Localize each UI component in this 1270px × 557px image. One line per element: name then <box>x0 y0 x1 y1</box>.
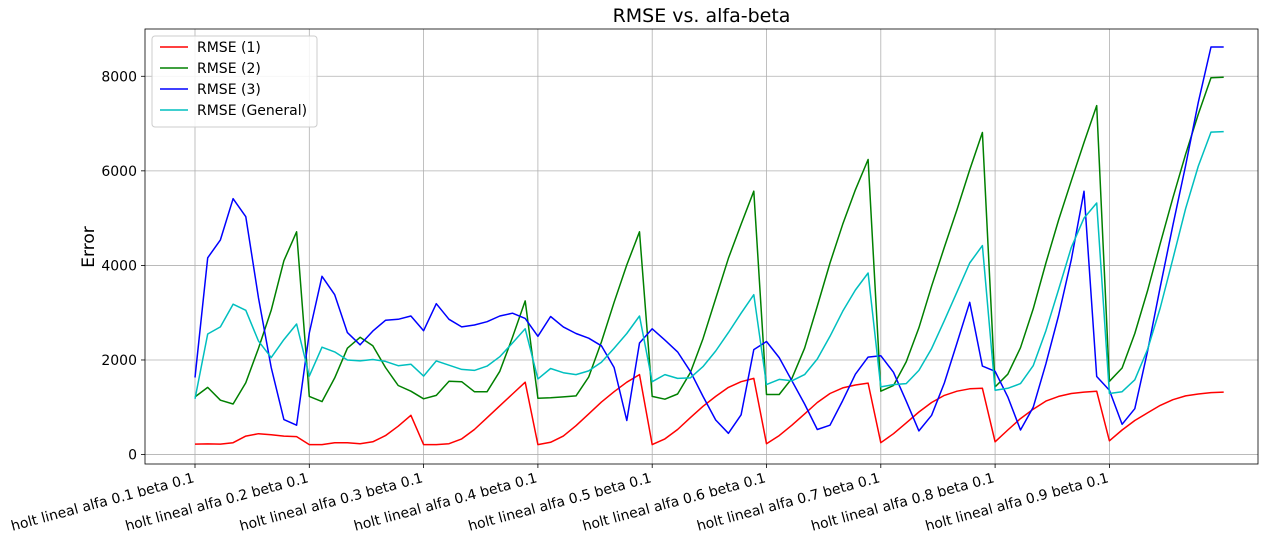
y-axis-ticks: 0 2000 4000 6000 8000 <box>101 69 145 464</box>
legend-box <box>151 35 318 128</box>
legend-label: RMSE (1) <box>197 40 261 56</box>
y-tick-label: 0 <box>128 448 137 464</box>
series-line-3 <box>194 46 1224 435</box>
chart-title: RMSE vs. alfa-beta <box>613 5 791 27</box>
y-tick-label: 8000 <box>101 69 137 85</box>
legend-label: RMSE (3) <box>197 82 261 98</box>
legend-label: RMSE (General) <box>197 103 307 119</box>
x-tick-label: holt lineal alfa 0.8 beta 0.1 <box>810 470 997 534</box>
x-tick-label: holt lineal alfa 0.2 beta 0.1 <box>124 470 311 534</box>
plot-frame <box>144 28 1259 465</box>
y-tick-label: 6000 <box>101 164 137 180</box>
x-tick-label: holt lineal alfa 0.4 beta 0.1 <box>352 470 539 534</box>
x-tick-label: holt lineal alfa 0.1 beta 0.1 <box>9 470 196 534</box>
x-tick-label: holt lineal alfa 0.7 beta 0.1 <box>695 470 882 534</box>
x-tick-label: holt lineal alfa 0.5 beta 0.1 <box>467 470 654 534</box>
series-line-2 <box>194 76 1224 405</box>
y-tick-label: 2000 <box>101 353 137 369</box>
x-tick-label: holt lineal alfa 0.9 beta 0.1 <box>924 470 1111 534</box>
x-tick-label: holt lineal alfa 0.6 beta 0.1 <box>581 470 768 534</box>
legend: RMSE (1) RMSE (2) RMSE (3) RMSE (General) <box>151 35 318 128</box>
y-axis-label: Error <box>79 226 99 267</box>
series-line-1 <box>194 373 1224 446</box>
x-tick-label: holt lineal alfa 0.3 beta 0.1 <box>238 470 425 534</box>
series-line-4 <box>194 130 1224 399</box>
y-tick-label: 4000 <box>101 258 137 274</box>
series-lines <box>194 46 1224 446</box>
legend-label: RMSE (2) <box>197 61 261 77</box>
